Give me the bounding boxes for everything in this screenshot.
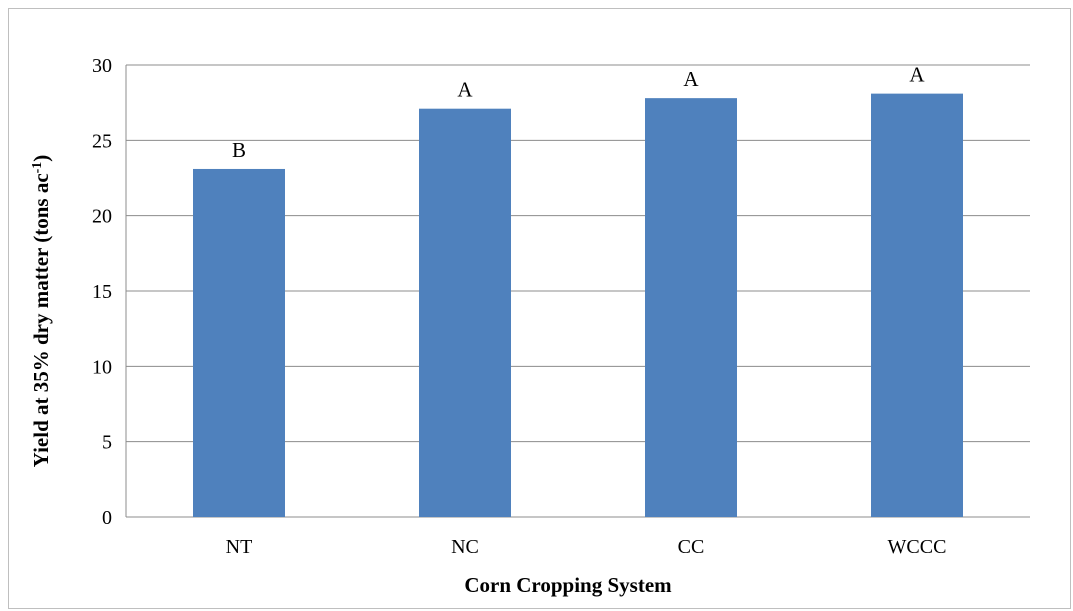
data-labels: B A A A <box>232 63 925 162</box>
y-tick-label: 15 <box>92 281 112 303</box>
data-label: B <box>232 138 246 162</box>
y-tick-label: 10 <box>92 356 112 378</box>
y-tick-label: 30 <box>92 55 112 77</box>
y-axis-title-main: Yield at 35% dry matter (tons ac <box>29 173 53 467</box>
y-axis-title: Yield at 35% dry matter (tons ac-1) <box>29 155 53 468</box>
y-axis-title-superscript: -1 <box>30 162 45 174</box>
y-tick-label: 20 <box>92 206 112 228</box>
y-tick-label: 25 <box>92 130 112 152</box>
x-tick-label: WCCC <box>888 536 947 558</box>
data-label: A <box>683 67 699 91</box>
bar-nc <box>419 108 511 518</box>
y-tick-label: 0 <box>102 507 112 529</box>
x-category-labels: NT NC CC WCCC <box>226 536 947 558</box>
x-axis-title: Corn Cropping System <box>464 573 672 597</box>
x-tick-label: CC <box>678 536 705 558</box>
bar-wccc <box>871 93 963 518</box>
x-tick-label: NC <box>451 536 479 558</box>
bar-nt <box>193 168 285 517</box>
data-label: A <box>909 63 925 87</box>
y-axis-title-suffix: ) <box>29 155 53 162</box>
y-tick-labels: 0 5 10 15 20 25 30 <box>92 55 112 529</box>
y-tick-label: 5 <box>102 432 112 454</box>
bar-cc <box>645 98 737 517</box>
x-tick-label: NT <box>226 536 253 558</box>
data-label: A <box>457 78 473 102</box>
bars <box>193 93 963 518</box>
